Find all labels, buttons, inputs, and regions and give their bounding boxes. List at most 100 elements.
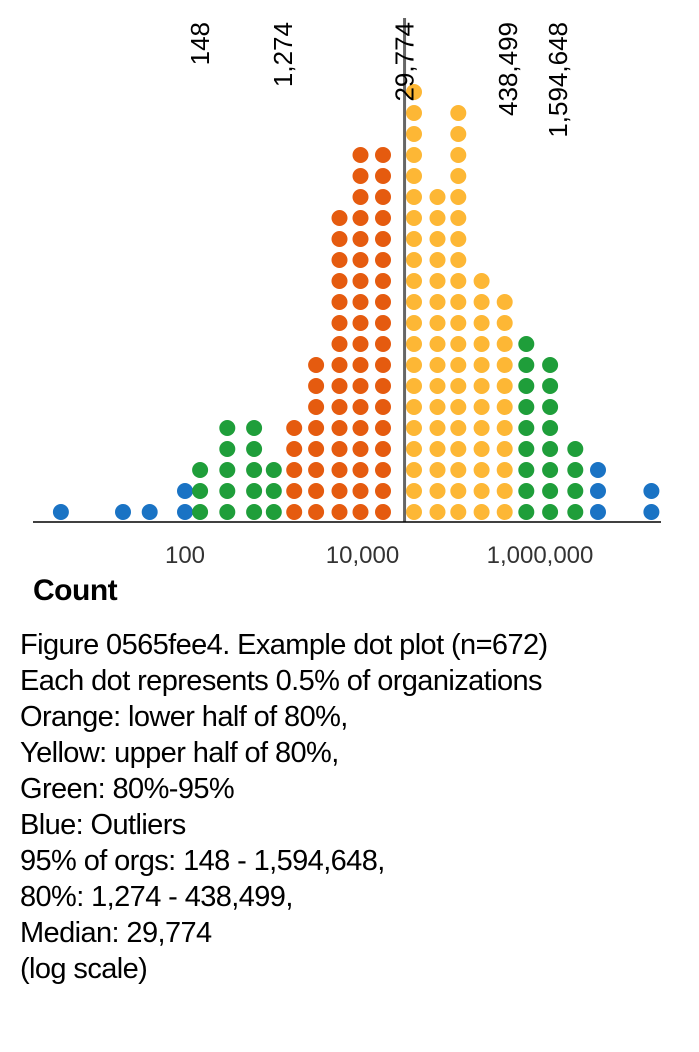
dot-upper80 xyxy=(496,420,513,436)
dot-upper80 xyxy=(450,483,467,499)
dot-outlier xyxy=(141,504,158,520)
dot-outlier xyxy=(590,462,606,478)
dot-lower80 xyxy=(352,294,369,310)
dot-lower80 xyxy=(308,378,325,394)
dot-lower80 xyxy=(352,357,369,373)
dot-upper80 xyxy=(406,189,422,205)
dot-upper80 xyxy=(406,294,422,310)
dot-lower80 xyxy=(331,441,348,457)
dot-lower80 xyxy=(375,336,391,352)
dot-mid95 xyxy=(219,462,236,478)
dot-upper80 xyxy=(473,357,490,373)
dot-upper80 xyxy=(450,231,467,247)
dot-upper80 xyxy=(429,294,446,310)
caption-line: 80%: 1,274 - 438,499, xyxy=(20,881,293,913)
dot-lower80 xyxy=(352,210,369,226)
dot-mid95 xyxy=(567,504,584,520)
dot-upper80 xyxy=(496,357,513,373)
dot-upper80 xyxy=(429,441,446,457)
dot-lower80 xyxy=(352,252,369,268)
dot-lower80 xyxy=(352,441,369,457)
dot-lower80 xyxy=(352,378,369,394)
caption-line: Green: 80%-95% xyxy=(20,773,235,805)
dot-lower80 xyxy=(352,420,369,436)
dot-upper80 xyxy=(429,399,446,415)
dot-mid95 xyxy=(219,441,236,457)
dot-lower80 xyxy=(331,357,348,373)
dot-upper80 xyxy=(450,252,467,268)
dot-mid95 xyxy=(542,441,559,457)
dot-upper80 xyxy=(406,399,422,415)
dot-lower80 xyxy=(286,462,303,478)
dot-mid95 xyxy=(219,504,236,520)
dot-lower80 xyxy=(375,189,391,205)
dot-outlier xyxy=(177,504,193,520)
dot-upper80 xyxy=(473,441,490,457)
dot-upper80 xyxy=(406,378,422,394)
dot-upper80 xyxy=(429,189,446,205)
dot-mid95 xyxy=(219,420,236,436)
dot-lower80 xyxy=(331,483,348,499)
dot-mid95 xyxy=(542,357,559,373)
caption-line: Median: 29,774 xyxy=(20,917,212,949)
dot-mid95 xyxy=(265,483,282,499)
dot-lower80 xyxy=(352,462,369,478)
dot-upper80 xyxy=(450,189,467,205)
dot-lower80 xyxy=(331,315,348,331)
caption-line: Figure 0565fee4. Example dot plot (n=672… xyxy=(20,629,548,661)
dot-upper80 xyxy=(496,336,513,352)
dot-outlier xyxy=(643,504,660,520)
dot-lower80 xyxy=(286,441,303,457)
dot-upper80 xyxy=(406,420,422,436)
dot-mid95 xyxy=(192,504,209,520)
dot-lower80 xyxy=(375,483,391,499)
dot-plot-chart: 100 10,000 1,000,000 148 1,274 29,774 438,499… xyxy=(33,18,661,569)
dot-upper80 xyxy=(450,420,467,436)
dot-lower80 xyxy=(375,420,391,436)
dot-lower80 xyxy=(375,441,391,457)
dot-upper80 xyxy=(473,294,490,310)
caption-line: Blue: Outliers xyxy=(20,809,186,841)
dot-lower80 xyxy=(352,189,369,205)
dot-mid95 xyxy=(542,420,559,436)
dot-upper80 xyxy=(406,210,422,226)
dot-mid95 xyxy=(542,504,559,520)
dot-upper80 xyxy=(406,84,422,100)
dot-mid95 xyxy=(542,483,559,499)
dot-upper80 xyxy=(450,399,467,415)
dot-upper80 xyxy=(496,504,513,520)
dot-mid95 xyxy=(567,483,584,499)
dot-outlier xyxy=(590,504,606,520)
dot-lower80 xyxy=(375,315,391,331)
dot-lower80 xyxy=(286,504,303,520)
dot-lower80 xyxy=(331,252,348,268)
dot-outlier xyxy=(643,483,660,499)
dot-lower80 xyxy=(331,504,348,520)
dot-lower80 xyxy=(308,357,325,373)
x-tick-labels: 100 10,000 1,000,000 xyxy=(165,542,593,569)
dot-mid95 xyxy=(246,441,263,457)
x-axis-title: Count xyxy=(33,574,118,607)
dot-lower80 xyxy=(331,210,348,226)
dot-mid95 xyxy=(518,504,535,520)
dot-lower80 xyxy=(308,483,325,499)
dot-mid95 xyxy=(567,462,584,478)
dot-upper80 xyxy=(406,441,422,457)
dot-lower80 xyxy=(375,231,391,247)
dot-upper80 xyxy=(450,105,467,121)
dot-mid95 xyxy=(542,399,559,415)
dot-lower80 xyxy=(375,168,391,184)
dot-lower80 xyxy=(308,504,325,520)
dot-outlier xyxy=(590,483,606,499)
reference-label: 29,774 xyxy=(390,22,420,102)
dot-upper80 xyxy=(406,315,422,331)
dot-mid95 xyxy=(518,336,535,352)
dot-lower80 xyxy=(375,210,391,226)
dot-lower80 xyxy=(352,168,369,184)
dot-lower80 xyxy=(331,420,348,436)
dot-lower80 xyxy=(352,399,369,415)
dot-lower80 xyxy=(286,483,303,499)
dot-mid95 xyxy=(518,357,535,373)
dot-lower80 xyxy=(308,420,325,436)
dot-upper80 xyxy=(406,504,422,520)
